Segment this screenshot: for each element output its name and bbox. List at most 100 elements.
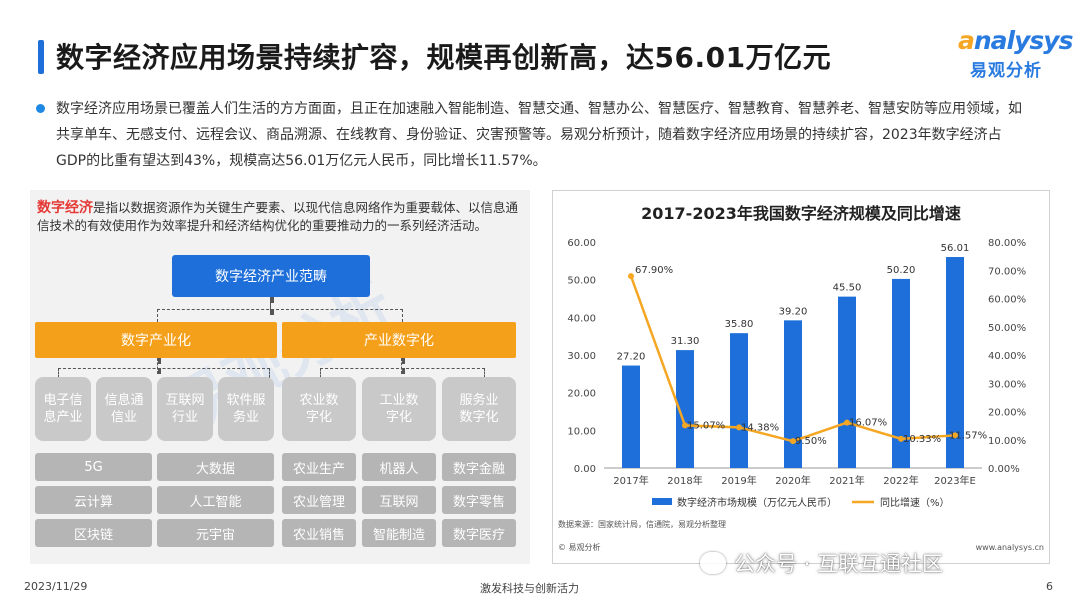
bar-value-label: 45.50 (833, 283, 862, 294)
legend-line-label: 同比增速（%） (880, 496, 950, 509)
sub-node: 互联网行业 (157, 377, 213, 441)
tech-tag: 云计算 (35, 486, 152, 514)
growth-point (952, 432, 958, 439)
y-left-tick-label: 50.00 (567, 276, 596, 287)
analysys-logo: analysys 易观分析 (958, 26, 1073, 82)
chart-title: 2017-2023年我国数字经济规模及同比增速 (641, 204, 961, 223)
definition-keyword: 数字经济 (37, 200, 93, 216)
page-number: 6 (1046, 580, 1053, 593)
bar (946, 257, 964, 468)
sub-node: 软件服务业 (218, 377, 274, 441)
bar-value-label: 39.20 (779, 306, 808, 317)
bar-value-label: 27.20 (617, 352, 646, 363)
bar (838, 296, 856, 468)
connector (401, 358, 405, 374)
tech-tag: 5G (35, 453, 152, 481)
chart-svg: 0.00 10.00 20.00 30.00 40.00 50.00 60.00 0.00% 1… (558, 238, 1044, 552)
root-node: 数字经济产业范畴 (172, 255, 370, 297)
scenario-tag: 数字零售 (442, 486, 516, 514)
scenario-tag: 机器人 (362, 453, 436, 481)
logo-wordmark: analysys (958, 26, 1073, 55)
y-left-tick-label: 0.00 (574, 464, 596, 475)
connector (157, 309, 403, 322)
connector (157, 358, 161, 374)
bar-value-label: 56.01 (941, 243, 970, 254)
footer-date: 2023/11/29 (24, 580, 88, 593)
legend-bar-label: 数字经济市场规模（万亿元人民币） (677, 496, 837, 509)
sub-node: 信息通信业 (96, 377, 152, 441)
x-tick-label: 2020年 (775, 474, 810, 487)
y-left-tick-label: 30.00 (567, 351, 596, 362)
scenario-tag: 数字金融 (442, 453, 516, 481)
y-left-tick-label: 40.00 (567, 313, 596, 324)
y-left-tick-label: 20.00 (567, 389, 596, 400)
growth-value-label: 15.07% (687, 420, 725, 431)
connector (58, 368, 270, 378)
scenario-tag: 智能制造 (362, 519, 436, 547)
growth-value-label: 10.33% (903, 434, 941, 445)
scenario-tag: 农业生产 (282, 453, 356, 481)
y-left-tick-label: 60.00 (567, 238, 596, 249)
y-right-tick-label: 30.00% (988, 379, 1026, 390)
logo-chinese: 易观分析 (970, 61, 1042, 81)
tech-tag: 元宇宙 (157, 519, 274, 547)
definition-text: 数字经济是指以数据资源作为关键生产要素、以现代信息网络作为重要载体、以信息通信技… (37, 199, 523, 234)
x-tick-label: 2023年E (934, 474, 976, 487)
y-right-tick-label: 60.00% (988, 295, 1026, 306)
growth-value-label: 67.90% (635, 265, 673, 276)
bar (622, 365, 640, 468)
bar (676, 350, 694, 468)
growth-point (844, 419, 850, 426)
y-right-tick-label: 50.00% (988, 323, 1026, 334)
y-right-tick-label: 10.00% (988, 436, 1026, 447)
wechat-watermark: 公众号 · 互联互通社区 (700, 548, 943, 578)
bar-value-label: 35.80 (725, 319, 754, 330)
page-title: 数字经济应用场景持续扩容，规模再创新高，达56.01万亿元 (56, 41, 832, 74)
tech-tag: 大数据 (157, 453, 274, 481)
y-right-tick-label: 40.00% (988, 351, 1026, 362)
wechat-label: 公众号 · 互联互通社区 (734, 552, 944, 576)
sub-node: 农业数字化 (282, 377, 356, 441)
bar (892, 278, 910, 468)
tech-tag: 人工智能 (157, 486, 274, 514)
y-left-tick-label: 10.00 (567, 426, 596, 437)
growth-point (682, 422, 688, 429)
summary-bullet-icon (36, 104, 45, 113)
digital-industrialization-node: 数字产业化 (35, 322, 277, 358)
y-right-tick-label: 20.00% (988, 408, 1026, 419)
bar (784, 320, 802, 468)
title-accent-bar (38, 40, 44, 74)
scenario-tag: 农业销售 (282, 519, 356, 547)
bar (730, 333, 748, 468)
legend-bar-swatch (652, 498, 672, 505)
footer-slogan: 激发科技与创新活力 (480, 582, 579, 595)
site-url: www.analysys.cn (976, 543, 1044, 552)
sub-node: 服务业数字化 (442, 377, 516, 441)
growth-point (736, 424, 742, 431)
growth-point (628, 273, 634, 280)
tech-tag: 区块链 (35, 519, 152, 547)
y-right-tick-label: 70.00% (988, 266, 1026, 277)
connector (320, 368, 485, 378)
definition-body: 是指以数据资源作为关键生产要素、以现代信息网络作为重要载体、以信息通信技术的有效… (37, 200, 519, 233)
y-right-tick-label: 0.00% (988, 464, 1020, 475)
x-tick-label: 2018年 (667, 474, 702, 487)
data-source: 数据来源：国家统计局，信通院，易观分析整理 (558, 519, 726, 529)
industry-scope-panel: 数字经济是指以数据资源作为关键生产要素、以现代信息网络作为重要载体、以信息通信技… (30, 190, 530, 564)
growth-value-label: 16.07% (849, 418, 887, 429)
y-right-tick-label: 80.00% (988, 238, 1026, 249)
growth-point (790, 438, 796, 445)
summary-paragraph: 数字经济应用场景已覆盖人们生活的方方面面，且正在加速融入智能制造、智慧交通、智慧… (56, 101, 1022, 169)
scenario-tag: 互联网 (362, 486, 436, 514)
copyright: © 易观分析 (558, 542, 601, 552)
scenario-tag: 农业管理 (282, 486, 356, 514)
x-tick-label: 2019年 (721, 474, 756, 487)
growth-value-label: 9.50% (795, 436, 827, 447)
growth-value-label: 11.57% (949, 430, 987, 441)
sub-node: 电子信息产业 (35, 377, 91, 441)
x-tick-label: 2022年 (883, 474, 918, 487)
sub-node: 工业数字化 (362, 377, 436, 441)
scenario-tag: 数字医疗 (442, 519, 516, 547)
wechat-icon (700, 552, 726, 574)
x-tick-label: 2017年 (613, 474, 648, 487)
